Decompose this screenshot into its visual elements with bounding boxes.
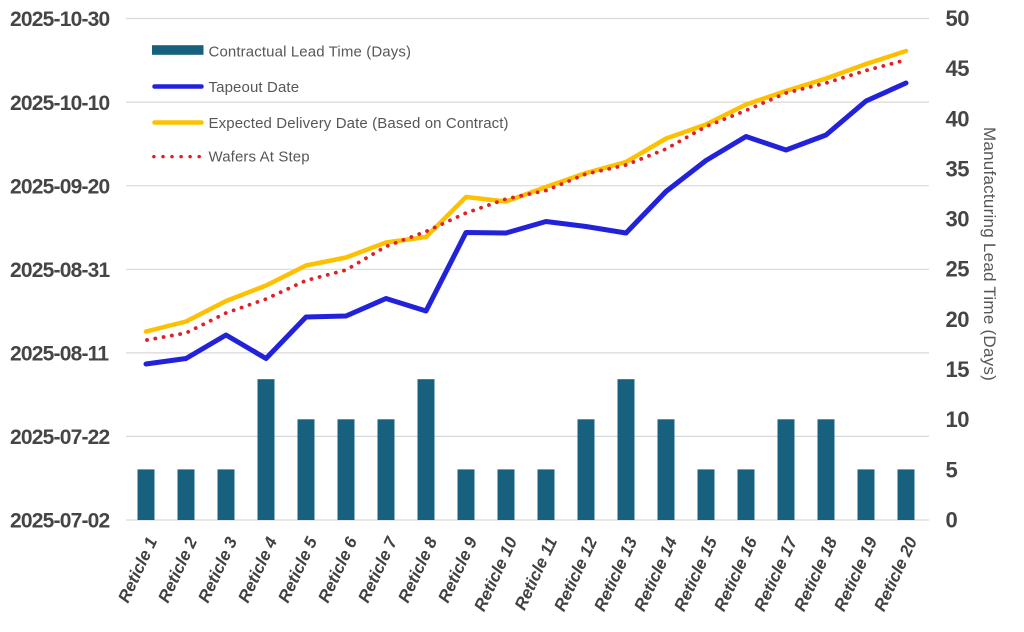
svg-text:Expected Delivery Date (Based: Expected Delivery Date (Based on Contrac… — [209, 115, 509, 132]
svg-text:40: 40 — [946, 106, 970, 131]
svg-text:2025-07-02: 2025-07-02 — [10, 510, 110, 533]
svg-text:2025-10-30: 2025-10-30 — [10, 8, 110, 31]
svg-text:Reticle 5: Reticle 5 — [274, 534, 321, 606]
svg-text:Reticle 6: Reticle 6 — [314, 534, 361, 606]
svg-text:Reticle 4: Reticle 4 — [234, 534, 281, 606]
svg-text:2025-10-10: 2025-10-10 — [10, 92, 110, 115]
svg-text:Reticle 1: Reticle 1 — [114, 534, 161, 605]
svg-text:Contractual Lead Time (Days): Contractual Lead Time (Days) — [209, 44, 412, 61]
svg-text:20: 20 — [946, 307, 970, 332]
svg-text:2025-08-11: 2025-08-11 — [10, 343, 109, 366]
svg-text:Reticle 9: Reticle 9 — [434, 534, 481, 606]
svg-text:10: 10 — [946, 407, 970, 432]
svg-text:Reticle 2: Reticle 2 — [154, 534, 201, 606]
svg-text:25: 25 — [946, 257, 970, 282]
svg-text:30: 30 — [946, 207, 970, 232]
svg-text:5: 5 — [946, 457, 958, 482]
svg-text:15: 15 — [946, 357, 970, 382]
svg-text:2025-09-20: 2025-09-20 — [10, 175, 110, 198]
svg-text:Reticle 8: Reticle 8 — [394, 534, 441, 606]
svg-text:Reticle 3: Reticle 3 — [194, 534, 241, 606]
svg-text:45: 45 — [946, 56, 970, 81]
svg-text:0: 0 — [946, 507, 958, 532]
svg-text:50: 50 — [946, 6, 970, 31]
svg-text:Wafers At Step: Wafers At Step — [209, 149, 310, 166]
svg-text:Tapeout Date: Tapeout Date — [209, 79, 300, 96]
svg-text:Manufacturing Lead Time (Days): Manufacturing Lead Time (Days) — [980, 127, 999, 381]
svg-text:2025-08-31: 2025-08-31 — [10, 259, 111, 282]
svg-text:2025-07-22: 2025-07-22 — [10, 426, 110, 449]
svg-text:35: 35 — [946, 157, 970, 182]
